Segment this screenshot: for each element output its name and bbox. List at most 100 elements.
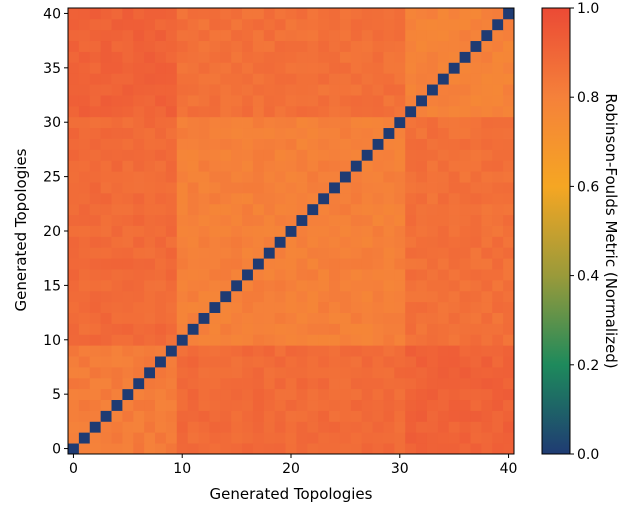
heatmap-cell: [198, 182, 210, 194]
heatmap-cell: [89, 443, 102, 455]
heatmap-cell: [252, 214, 265, 226]
heatmap-cell: [448, 127, 461, 139]
heatmap-cell: [285, 356, 297, 368]
heatmap-cell: [339, 247, 352, 259]
heatmap-cell: [481, 203, 493, 216]
heatmap-cell: [68, 334, 80, 346]
heatmap-cell: [437, 182, 450, 194]
heatmap-cell: [503, 290, 515, 303]
heatmap-cell: [339, 345, 352, 357]
heatmap-cell: [176, 377, 189, 390]
heatmap-cell: [448, 236, 461, 248]
heatmap-cell: [383, 366, 395, 379]
heatmap-cell: [492, 84, 504, 96]
heatmap-cell: [198, 258, 210, 270]
heatmap-cell: [307, 258, 319, 270]
heatmap-cell: [176, 432, 189, 444]
heatmap-cell: [165, 312, 178, 324]
heatmap-cell: [405, 290, 417, 303]
heatmap-cell: [459, 225, 471, 237]
heatmap-cell: [155, 258, 167, 270]
heatmap-cell: [285, 443, 297, 455]
heatmap-cell: [361, 138, 373, 150]
heatmap-cell: [372, 334, 384, 346]
heatmap-cell: [296, 73, 308, 85]
heatmap-cell: [242, 356, 254, 368]
heatmap-cell: [426, 345, 439, 357]
heatmap-cell: [198, 160, 210, 172]
heatmap-cell: [383, 345, 395, 357]
heatmap-cell: [187, 334, 199, 346]
heatmap-cell: [165, 182, 178, 194]
heatmap-cell: [144, 399, 156, 411]
heatmap-cell: [470, 356, 482, 368]
heatmap-cell: [426, 312, 439, 324]
heatmap-cell: [274, 323, 286, 335]
heatmap-cell: [459, 95, 471, 107]
heatmap-cell: [361, 377, 373, 390]
heatmap-cell: [448, 95, 461, 107]
heatmap-cell: [437, 225, 450, 237]
heatmap-cell: [339, 279, 352, 292]
heatmap-cell: [176, 8, 189, 20]
heatmap-cell: [372, 377, 384, 390]
heatmap-cell: [89, 84, 102, 96]
heatmap-cell: [481, 225, 493, 237]
heatmap-cell: [100, 279, 112, 292]
heatmap-cell: [242, 236, 254, 248]
heatmap-cell: [426, 225, 439, 237]
heatmap-cell: [111, 410, 123, 422]
heatmap-cell: [111, 127, 123, 139]
heatmap-cell: [220, 18, 232, 31]
heatmap-cell: [274, 171, 286, 183]
heatmap-cell: [231, 443, 243, 455]
heatmap-cell: [459, 377, 471, 390]
heatmap-cell: [416, 138, 428, 150]
heatmap-cell: [133, 443, 145, 455]
heatmap-cell: [198, 116, 210, 129]
heatmap-cell: [470, 301, 482, 313]
heatmap-cell: [252, 105, 265, 118]
heatmap-cell: [285, 203, 297, 216]
heatmap-cell: [187, 236, 199, 248]
heatmap-cell: [339, 171, 352, 183]
heatmap-cell: [372, 236, 384, 248]
heatmap-cell: [78, 258, 91, 270]
heatmap-cell: [361, 301, 373, 313]
heatmap-cell: [231, 214, 243, 226]
heatmap-cell: [144, 279, 156, 292]
heatmap-cell: [307, 410, 319, 422]
heatmap-cell: [89, 388, 102, 401]
heatmap-cell: [111, 356, 123, 368]
heatmap-cell: [318, 388, 330, 401]
heatmap-cell: [307, 312, 319, 324]
heatmap-cell: [176, 366, 189, 379]
heatmap-cell: [492, 399, 504, 411]
heatmap-cell: [78, 29, 91, 42]
heatmap-cell: [361, 95, 373, 107]
heatmap-cell: [187, 388, 199, 401]
heatmap-cell: [307, 116, 319, 129]
heatmap-cell: [155, 95, 167, 107]
heatmap-cell: [481, 214, 493, 226]
heatmap-cell: [350, 203, 363, 216]
heatmap-cell: [481, 73, 493, 85]
heatmap-cell: [296, 247, 308, 259]
heatmap-cell: [307, 399, 319, 411]
heatmap-cell: [263, 18, 276, 31]
heatmap-cell: [350, 269, 363, 281]
heatmap-cell: [285, 171, 297, 183]
heatmap-cell: [165, 203, 178, 216]
heatmap-cell: [209, 171, 221, 183]
heatmap-cell: [416, 443, 428, 455]
heatmap-cell: [426, 236, 439, 248]
heatmap-cell: [448, 356, 461, 368]
heatmap-cell: [198, 410, 210, 422]
y-tick-label: 15: [43, 278, 61, 294]
heatmap-cell: [263, 334, 276, 346]
heatmap-cell: [242, 323, 254, 335]
heatmap-cell: [220, 62, 232, 74]
heatmap-cell: [448, 366, 461, 379]
heatmap-cell: [296, 410, 308, 422]
heatmap-cell: [492, 95, 504, 107]
